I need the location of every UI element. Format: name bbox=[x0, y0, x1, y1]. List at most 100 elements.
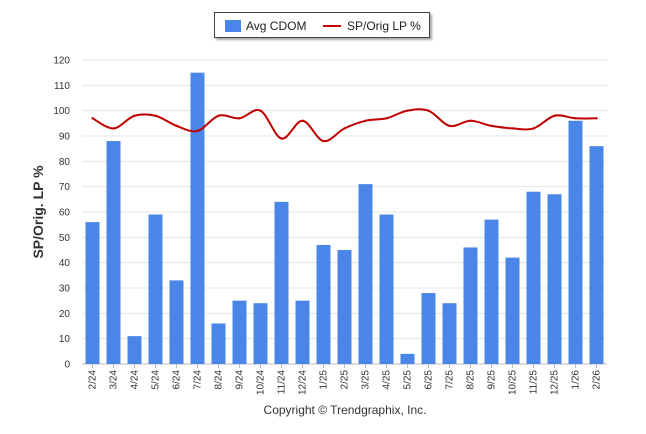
bar bbox=[463, 247, 478, 364]
y-tick-label: 90 bbox=[59, 132, 71, 143]
y-tick-label: 100 bbox=[53, 106, 70, 117]
bar bbox=[547, 194, 562, 364]
x-tick-label: 7/24 bbox=[193, 370, 204, 390]
line-point bbox=[553, 114, 556, 117]
x-tick-label: 11/25 bbox=[529, 370, 540, 395]
bar bbox=[568, 120, 583, 364]
x-axis: 2/24 3/24 4/24 5/24 6/24 7/24 8/24 9/24 10/24 11/… bbox=[88, 364, 603, 395]
bar bbox=[190, 72, 205, 365]
line-point bbox=[91, 117, 94, 120]
y-tick-label: 40 bbox=[59, 258, 71, 269]
line-point bbox=[448, 124, 451, 128]
legend-bar-swatch bbox=[225, 20, 241, 32]
x-tick-label: 4/24 bbox=[130, 370, 141, 390]
legend-label-avg-cdom: Avg CDOM bbox=[246, 19, 307, 33]
bar bbox=[400, 353, 415, 364]
x-tick-label: 10/25 bbox=[508, 370, 519, 395]
y-tick-label: 20 bbox=[59, 309, 71, 320]
line-point bbox=[574, 117, 577, 120]
line-point bbox=[364, 119, 367, 123]
bar bbox=[274, 201, 289, 364]
line-point bbox=[490, 124, 493, 128]
line-point bbox=[322, 139, 325, 143]
line-point bbox=[511, 127, 514, 130]
line-point bbox=[469, 119, 472, 123]
bar bbox=[106, 141, 121, 364]
x-tick-label: 12/25 bbox=[550, 370, 561, 395]
line-point bbox=[133, 114, 136, 117]
line-point bbox=[175, 124, 178, 128]
y-axis-title: SP/Orig. LP % bbox=[30, 165, 46, 259]
x-tick-label: 1/26 bbox=[571, 370, 582, 390]
bar bbox=[589, 146, 604, 364]
line-point bbox=[280, 137, 283, 140]
x-tick-label: 2/24 bbox=[88, 370, 99, 390]
x-tick-label: 6/25 bbox=[424, 370, 435, 390]
bar bbox=[421, 293, 436, 364]
y-axis: 0 10 20 30 40 50 60 70 80 90 100 110 120 bbox=[53, 56, 70, 371]
bar bbox=[484, 219, 499, 364]
legend-item-sp-orig-lp[interactable]: SP/Orig LP % bbox=[323, 18, 421, 34]
line-point bbox=[532, 127, 535, 130]
x-tick-label: 2/26 bbox=[592, 370, 603, 390]
legend-item-avg-cdom[interactable]: Avg CDOM bbox=[225, 18, 306, 34]
bar bbox=[526, 191, 541, 364]
bar bbox=[295, 300, 310, 364]
x-tick-label: 8/25 bbox=[466, 370, 477, 390]
line-point bbox=[112, 127, 115, 130]
legend-line-swatch bbox=[323, 25, 341, 27]
bar bbox=[127, 336, 142, 364]
bar bbox=[316, 244, 331, 364]
x-tick-label: 5/24 bbox=[151, 370, 162, 390]
line-point bbox=[238, 117, 241, 120]
bar bbox=[442, 303, 457, 364]
line-point bbox=[301, 119, 304, 123]
line-point bbox=[406, 109, 409, 112]
line-point bbox=[196, 129, 199, 133]
bar bbox=[253, 303, 268, 364]
x-tick-label: 10/24 bbox=[256, 370, 267, 395]
bar bbox=[85, 222, 100, 364]
line-point bbox=[154, 114, 157, 117]
bar bbox=[232, 300, 247, 364]
x-tick-label: 9/24 bbox=[235, 370, 246, 390]
x-tick-label: 7/25 bbox=[445, 370, 456, 390]
y-tick-label: 50 bbox=[59, 233, 71, 244]
y-tick-label: 110 bbox=[54, 81, 70, 92]
x-tick-label: 8/24 bbox=[214, 370, 225, 390]
bar bbox=[211, 323, 226, 364]
y-tick-label: 60 bbox=[59, 208, 71, 219]
x-tick-label: 11/24 bbox=[277, 370, 288, 395]
x-tick-label: 3/25 bbox=[361, 370, 372, 390]
x-tick-label: 6/24 bbox=[172, 370, 183, 390]
bar bbox=[148, 214, 163, 364]
x-tick-label: 1/25 bbox=[319, 370, 330, 390]
x-tick-label: 12/24 bbox=[298, 370, 309, 395]
x-tick-label: 3/24 bbox=[109, 370, 120, 390]
x-tick-label: 4/25 bbox=[382, 370, 393, 390]
bar bbox=[358, 184, 373, 364]
line-point bbox=[595, 117, 598, 120]
bar-series bbox=[85, 72, 604, 365]
bar bbox=[169, 280, 184, 364]
y-tick-label: 120 bbox=[53, 56, 70, 67]
line-point bbox=[217, 114, 220, 117]
line-point bbox=[343, 127, 346, 130]
y-tick-label: 10 bbox=[59, 334, 71, 345]
legend-label-sp-orig-lp: SP/Orig LP % bbox=[347, 19, 421, 33]
line-point bbox=[259, 109, 262, 112]
line-point bbox=[427, 109, 430, 112]
copyright: Copyright © Trendgraphix, Inc. bbox=[263, 403, 427, 417]
bar bbox=[337, 250, 352, 364]
y-tick-label: 80 bbox=[59, 157, 71, 168]
bar bbox=[379, 214, 394, 364]
line-series bbox=[91, 108, 598, 143]
y-tick-label: 30 bbox=[59, 284, 71, 295]
y-tick-label: 70 bbox=[59, 182, 71, 193]
x-tick-label: 5/25 bbox=[403, 370, 414, 390]
y-tick-label: 0 bbox=[64, 360, 70, 371]
bar bbox=[505, 257, 520, 364]
legend: Avg CDOM SP/Orig LP % bbox=[214, 12, 430, 38]
line-point bbox=[385, 117, 388, 120]
